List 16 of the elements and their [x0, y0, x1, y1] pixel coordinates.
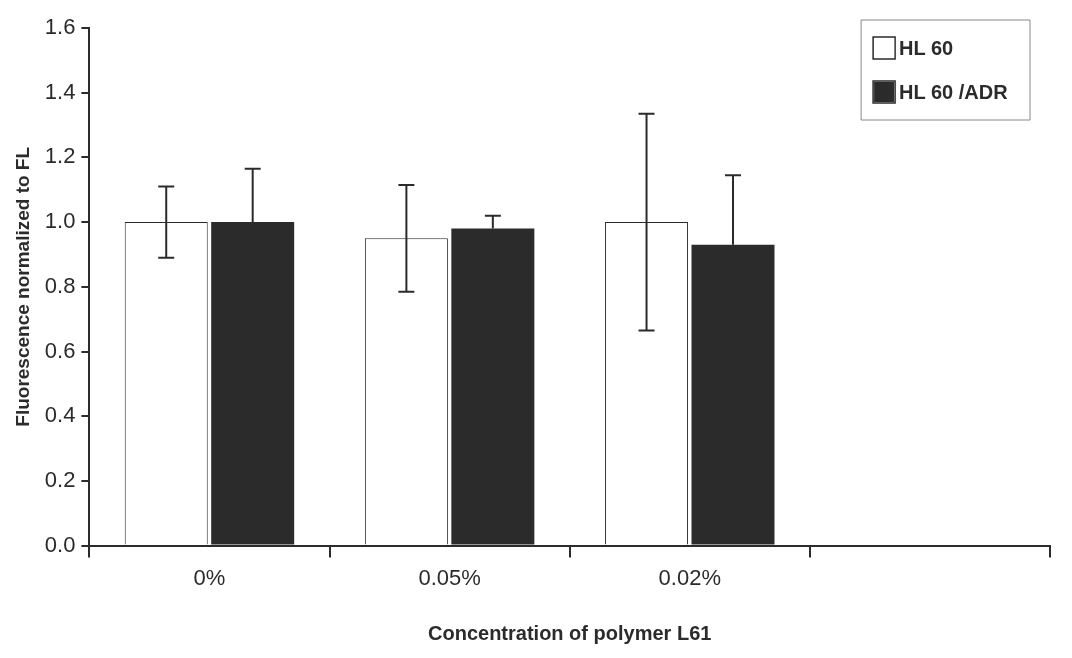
y-tick-label: 0.8 [44, 272, 76, 298]
y-tick-label: 0.2 [44, 466, 76, 492]
y-tick-label: 0.4 [44, 402, 76, 428]
y-axis-title: Fluorescence normalized to FL [11, 146, 33, 427]
legend-label: HL 60 /ADR [899, 80, 1009, 103]
y-tick-label: 1.4 [44, 78, 76, 104]
y-tick-label: 1.0 [44, 208, 76, 234]
legend-label: HL 60 [899, 36, 954, 59]
y-tick-label: 0.0 [44, 531, 76, 557]
x-tick-label: 0.02% [658, 564, 721, 590]
x-tick-label: 0.05% [418, 564, 481, 590]
y-tick-label: 0.6 [44, 337, 76, 363]
x-axis-title: Concentration of polymer L61 [428, 621, 712, 644]
x-tick-label: 0% [193, 564, 226, 590]
y-tick-label: 1.2 [44, 143, 76, 169]
y-tick-label: 1.6 [44, 14, 76, 40]
